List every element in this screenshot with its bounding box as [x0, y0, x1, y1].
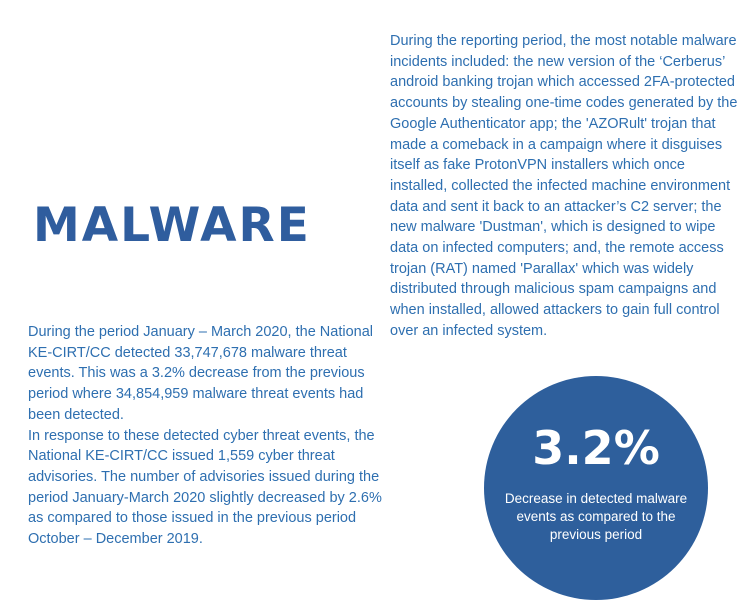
section-title: MALWARE	[33, 198, 311, 253]
stat-value: 3.2%	[532, 421, 660, 475]
stat-callout-circle: 3.2% Decrease in detected malware events…	[484, 376, 708, 600]
notable-incidents-text: During the reporting period, the most no…	[390, 33, 738, 339]
summary-paragraph-detections: During the period January – March 2020, …	[28, 324, 373, 423]
malware-summary-text: During the period January – March 2020, …	[28, 322, 388, 550]
summary-paragraph-advisories: In response to these detected cyber thre…	[28, 427, 382, 548]
stat-caption: Decrease in detected malware events as c…	[504, 491, 688, 542]
